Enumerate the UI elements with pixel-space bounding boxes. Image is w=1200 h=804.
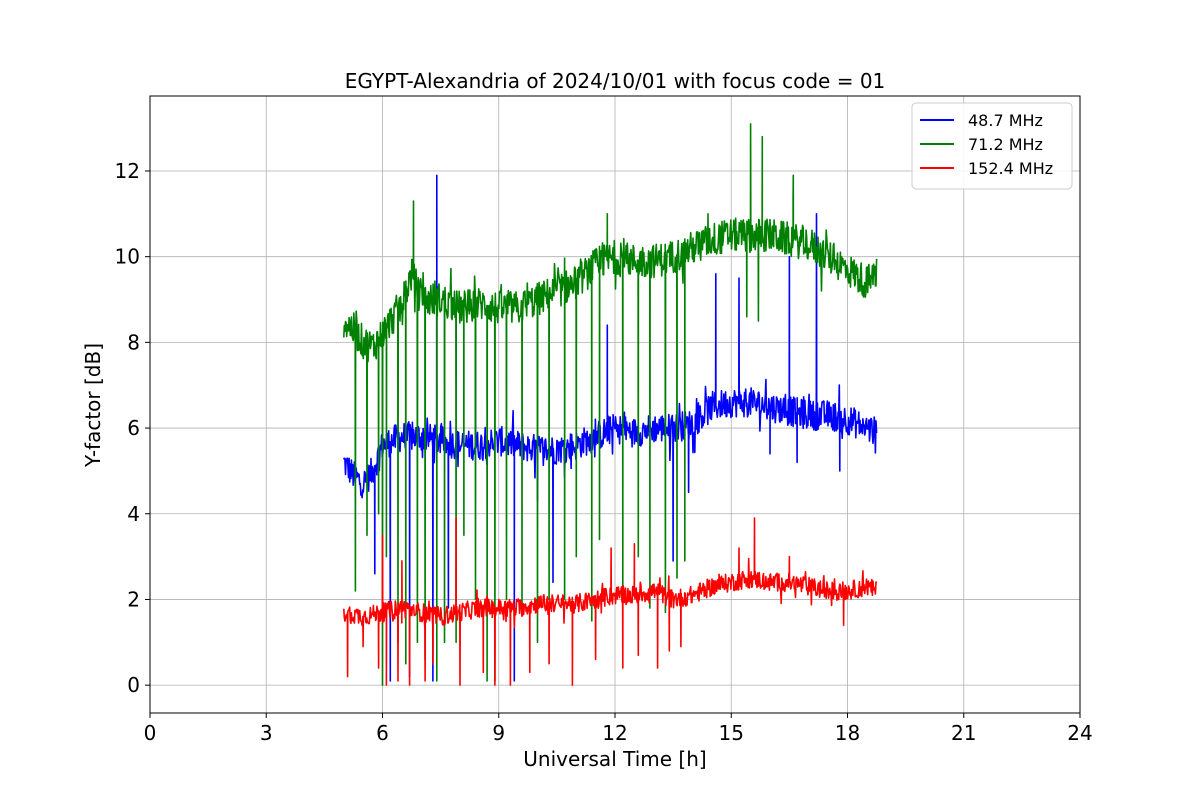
x-tick-label: 12 [602, 721, 627, 745]
y-tick-label: 6 [127, 416, 140, 440]
x-tick-label: 3 [260, 721, 273, 745]
chart-title: EGYPT-Alexandria of 2024/10/01 with focu… [345, 69, 886, 93]
plot-data [343, 123, 878, 686]
series-line-2 [343, 517, 878, 686]
y-tick-label: 10 [115, 245, 140, 269]
legend-label: 71.2 MHz [968, 135, 1043, 154]
series-line-0 [343, 174, 878, 682]
x-tick-label: 15 [719, 721, 744, 745]
x-tick-label: 18 [835, 721, 860, 745]
x-axis-label: Universal Time [h] [523, 747, 706, 771]
legend-label: 48.7 MHz [968, 111, 1043, 130]
x-tick-label: 6 [376, 721, 389, 745]
y-axis-label: Y-factor [dB] [81, 343, 105, 468]
y-tick-label: 4 [127, 502, 140, 526]
y-tick-label: 2 [127, 587, 140, 611]
legend: 48.7 MHz 71.2 MHz 152.4 MHz [911, 102, 1073, 190]
y-tick-label: 8 [127, 330, 140, 354]
x-tick-label: 0 [144, 721, 157, 745]
y-tick-label: 0 [127, 673, 140, 697]
legend-label: 152.4 MHz [968, 159, 1053, 178]
x-tick-label: 21 [951, 721, 976, 745]
x-tick-label: 24 [1067, 721, 1092, 745]
y-tick-label: 12 [115, 159, 140, 183]
x-tick-label: 9 [492, 721, 505, 745]
series-line-1 [343, 123, 878, 686]
